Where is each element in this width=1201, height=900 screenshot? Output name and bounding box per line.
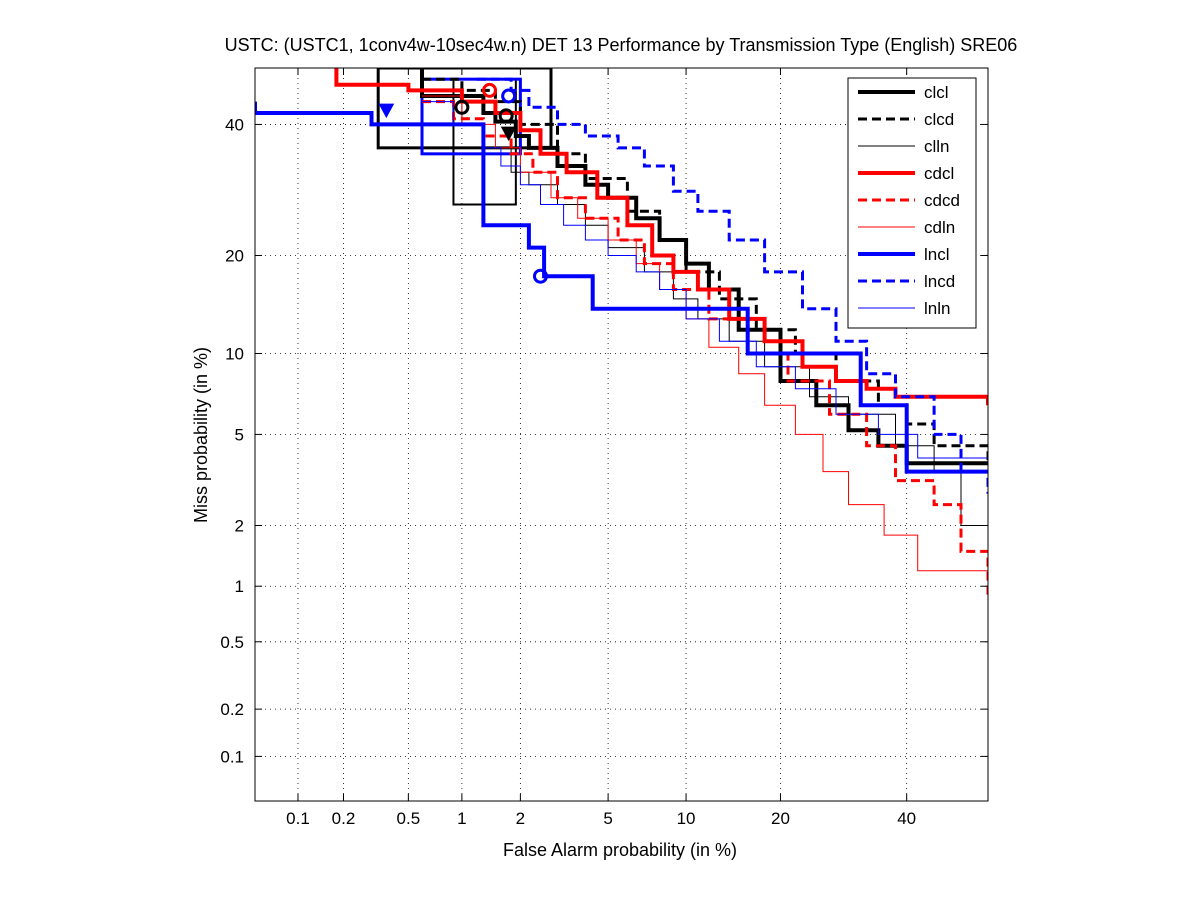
series-line-cdcl — [334, 68, 988, 406]
lncl-marker-triangle — [378, 103, 395, 119]
series-lines — [255, 68, 988, 600]
x-tick-label: 1 — [457, 809, 466, 828]
y-tick-label: 0.1 — [220, 747, 244, 766]
y-tick-label: 10 — [225, 344, 244, 363]
x-axis-title: False Alarm probability (in %) — [503, 840, 737, 860]
x-tick-label: 0.2 — [332, 809, 356, 828]
chart-title: USTC: (USTC1, 1conv4w-10sec4w.n) DET 13 … — [225, 35, 1018, 55]
lncl-marker-circle — [501, 88, 517, 104]
legend-label-cdcd: cdcd — [924, 191, 960, 210]
y-tick-label: 1 — [235, 577, 244, 596]
y-tick-label: 0.5 — [220, 633, 244, 652]
y-tick-label: 2 — [235, 516, 244, 535]
x-tick-label: 5 — [603, 809, 612, 828]
legend-label-clcl: clcl — [924, 83, 949, 102]
series-markers — [378, 82, 548, 284]
y-axis-title: Miss probability (in %) — [191, 347, 211, 523]
legend-box — [847, 77, 977, 329]
series-line-lncl — [255, 101, 988, 474]
y-tick-label: 5 — [235, 425, 244, 444]
lncl-marker-circle — [532, 268, 548, 284]
y-tick-label: 40 — [225, 115, 244, 134]
x-tick-label: 0.1 — [286, 809, 310, 828]
x-tick-label: 0.5 — [397, 809, 421, 828]
series-line-clcl — [420, 68, 988, 466]
series-line-lnln — [422, 101, 988, 464]
legend: clcl clcd clln cdcl cdcd cdln lncl lncd lnln — [847, 77, 977, 329]
clcl-marker-circle — [454, 99, 470, 115]
clcl-marker-triangle — [500, 126, 517, 142]
legend-label-lnln: lnln — [924, 299, 950, 318]
axis-ticks — [255, 68, 988, 801]
series-line-lncd — [476, 77, 988, 494]
x-tick-label: 20 — [771, 809, 790, 828]
legend-label-lncd: lncd — [924, 272, 955, 291]
x-tick-label: 40 — [897, 809, 916, 828]
x-tick-label: 2 — [516, 809, 525, 828]
x-tick-labels: 0.1 0.2 0.5 1 2 5 10 20 40 — [286, 809, 916, 828]
legend-label-cdln: cdln — [924, 218, 955, 237]
clcl-marker-circle — [498, 108, 514, 124]
y-tick-label: 20 — [225, 246, 244, 265]
legend-label-clln: clln — [924, 137, 950, 156]
legend-label-cdcl: cdcl — [924, 164, 954, 183]
y-tick-labels: 0.1 0.2 0.5 1 2 5 10 20 40 — [220, 115, 244, 766]
legend-label-clcd: clcd — [924, 110, 954, 129]
x-tick-label: 10 — [677, 809, 696, 828]
legend-label-lncl: lncl — [924, 245, 950, 264]
cdcl-marker-circle — [482, 82, 498, 98]
y-tick-label: 0.2 — [220, 700, 244, 719]
